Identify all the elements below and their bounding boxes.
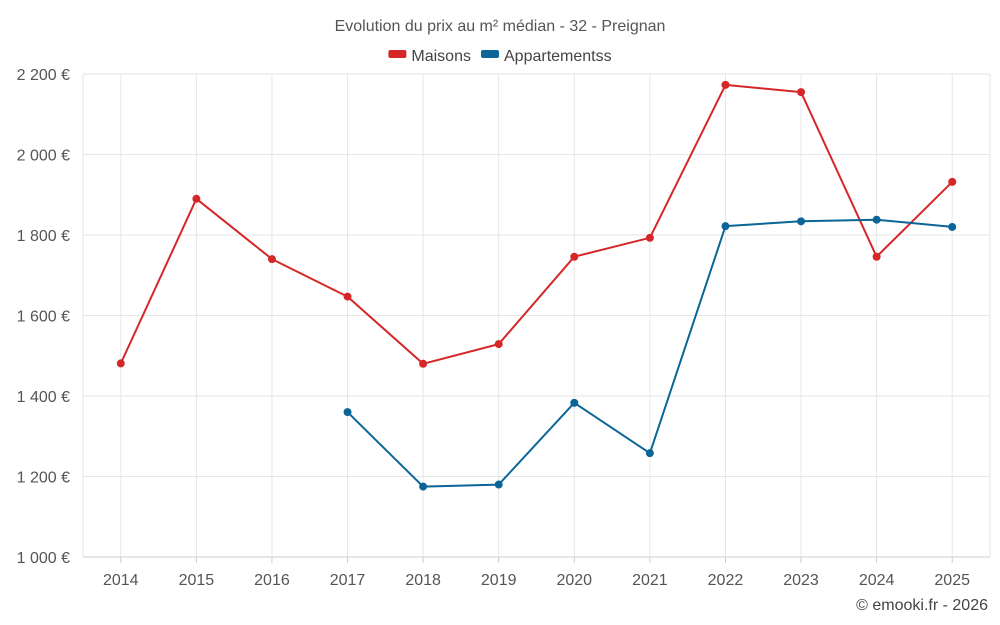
- series-appartementss: [343, 215, 957, 491]
- data-point-appartementss[interactable]: [494, 480, 503, 489]
- data-point-appartementss[interactable]: [570, 398, 579, 407]
- legend-item-maisons[interactable]: Maisons: [388, 48, 471, 65]
- data-point-maisons[interactable]: [872, 252, 881, 261]
- grid: [82, 73, 991, 558]
- data-point-maisons[interactable]: [192, 194, 201, 203]
- data-point-appartementss[interactable]: [797, 217, 806, 226]
- x-tick-label: 2022: [708, 572, 744, 589]
- x-tick-label: 2023: [783, 572, 819, 589]
- data-point-appartementss[interactable]: [419, 482, 428, 491]
- legend-label: Maisons: [411, 48, 471, 65]
- y-tick-label: 1 000 €: [17, 550, 70, 567]
- data-point-maisons[interactable]: [948, 177, 957, 186]
- legend-label: Appartementss: [504, 48, 612, 65]
- y-tick-label: 1 400 €: [17, 389, 70, 406]
- data-point-maisons[interactable]: [419, 359, 428, 368]
- x-tick-label: 2018: [405, 572, 441, 589]
- data-point-maisons[interactable]: [116, 359, 125, 368]
- data-point-maisons[interactable]: [797, 88, 806, 97]
- data-point-maisons[interactable]: [721, 80, 730, 89]
- chart-title: Evolution du prix au m² médian - 32 - Pr…: [335, 18, 666, 35]
- legend: Maisons Appartementss: [388, 48, 612, 65]
- x-tick-label: 2021: [632, 572, 668, 589]
- x-tick-label: 2016: [254, 572, 290, 589]
- series-layer: [116, 80, 957, 491]
- x-tick-label: 2024: [859, 572, 895, 589]
- y-axis-ticks: 1 000 € 1 200 € 1 400 € 1 600 € 1 800 € 2 000…: [17, 67, 70, 567]
- x-tick-label: 2025: [934, 572, 970, 589]
- data-point-appartementss[interactable]: [721, 222, 730, 231]
- legend-swatch: [481, 50, 499, 58]
- x-axis-ticks: 2014 2015 2016 2017 2018 2019 2020 2021 2022 2023…: [103, 557, 970, 589]
- x-tick-label: 2020: [556, 572, 592, 589]
- data-point-appartementss[interactable]: [948, 222, 957, 231]
- legend-swatch: [388, 50, 407, 58]
- data-point-maisons[interactable]: [494, 340, 503, 349]
- data-point-appartementss[interactable]: [645, 449, 654, 458]
- data-point-maisons[interactable]: [645, 233, 654, 242]
- series-maisons: [116, 80, 957, 368]
- x-tick-label: 2017: [330, 572, 366, 589]
- data-point-maisons[interactable]: [343, 292, 352, 301]
- data-point-maisons[interactable]: [267, 255, 276, 264]
- legend-item-appartementss[interactable]: Appartementss: [481, 48, 612, 65]
- y-tick-label: 1 600 €: [17, 309, 70, 326]
- y-tick-label: 2 200 €: [17, 67, 70, 84]
- data-point-maisons[interactable]: [570, 252, 579, 261]
- y-tick-label: 1 800 €: [17, 228, 70, 245]
- x-tick-label: 2014: [103, 572, 139, 589]
- x-tick-label: 2019: [481, 572, 517, 589]
- x-tick-label: 2015: [179, 572, 215, 589]
- credit-text: © emooki.fr - 2026: [856, 597, 988, 614]
- data-point-appartementss[interactable]: [343, 408, 352, 417]
- series-line-maisons: [119, 83, 953, 365]
- data-point-appartementss[interactable]: [872, 215, 881, 224]
- y-tick-label: 2 000 €: [17, 148, 70, 165]
- y-tick-label: 1 200 €: [17, 470, 70, 487]
